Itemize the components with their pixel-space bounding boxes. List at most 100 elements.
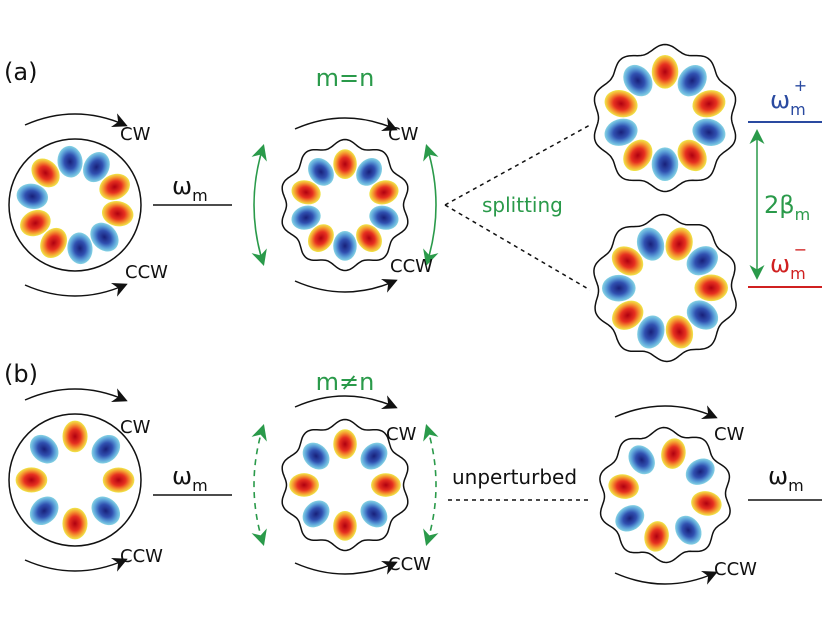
mode-lobe: [101, 200, 134, 227]
split-line: [444, 124, 591, 206]
mode-lobe: [91, 496, 121, 526]
mode-lobe: [356, 158, 383, 186]
superscript: −: [794, 240, 807, 259]
ccw-arrow: [614, 570, 718, 585]
mode-lobe: [67, 232, 93, 265]
mode-lobe: [57, 145, 83, 178]
mode-lobe: [665, 315, 694, 349]
mode-lobe: [685, 458, 715, 485]
mode-lobe: [29, 434, 59, 464]
subscript: m: [788, 476, 804, 495]
coupling-arrow: [423, 143, 439, 267]
mode-lobe: [691, 491, 722, 516]
condition: m≠n: [316, 368, 375, 396]
subscript: m: [790, 100, 806, 119]
symbol: ω: [172, 462, 192, 490]
mode-lobe: [675, 515, 702, 545]
cw-label: CW: [714, 424, 745, 445]
mode-lobe: [692, 90, 726, 118]
mode-lobe: [371, 473, 401, 497]
mode-lobe: [102, 467, 135, 493]
symbol: ω: [770, 250, 790, 278]
frequency: ωm: [172, 462, 208, 495]
mode-lobe: [302, 500, 330, 528]
mode-lobe: [291, 180, 321, 205]
subscript: m: [192, 476, 208, 495]
mode-lobe: [628, 445, 655, 475]
mode-lobe: [99, 173, 130, 201]
mode-lobe: [677, 139, 707, 172]
mode-lobe: [604, 90, 638, 118]
symbol: ω: [172, 172, 192, 200]
cw-arrow: [614, 405, 718, 420]
mode-lobe: [623, 139, 653, 172]
cw-arrow: [294, 117, 398, 132]
mode-lobe: [686, 246, 718, 276]
ccw-label: CCW: [125, 262, 168, 283]
mode-lobe: [308, 157, 334, 186]
cw-arrow: [24, 388, 128, 403]
mode-lobe: [369, 180, 399, 205]
mode-lobe: [677, 64, 707, 97]
mode-lobe: [608, 474, 639, 499]
cw-label: CW: [120, 124, 151, 145]
mode-lobe: [612, 300, 644, 330]
mode-lobe: [692, 118, 726, 146]
mode-lobe: [661, 438, 686, 469]
resonators: [8, 43, 737, 585]
frequency: ωm: [768, 462, 804, 495]
superscript: +: [794, 76, 807, 95]
mode-lobe: [90, 222, 119, 252]
mode-lobe: [29, 496, 59, 526]
symbol: 2β: [764, 191, 795, 219]
mode-lobe: [333, 429, 357, 459]
mode-lobe: [651, 55, 679, 89]
mode-lobe: [604, 118, 638, 146]
ccw-label: CCW: [390, 256, 433, 277]
mode-lobe: [644, 521, 669, 552]
ccw-arrow: [294, 560, 398, 575]
mode-lobe: [615, 505, 645, 532]
mode-lobe: [360, 442, 388, 470]
cw-label: CW: [388, 124, 419, 145]
mode-lobe: [602, 274, 636, 302]
lower-frequency: ωm −: [770, 240, 807, 283]
mode-lobe: [62, 507, 88, 540]
cw-label: CW: [386, 424, 417, 445]
split-line: [444, 204, 591, 291]
ccw-arrow: [24, 557, 128, 572]
mode-lobe: [333, 149, 357, 179]
frequency: ωm: [172, 172, 208, 205]
coupling-arrow: [423, 423, 439, 547]
cw-arrow: [294, 395, 398, 410]
mode-lobe: [291, 205, 321, 230]
ccw-label: CCW: [120, 546, 163, 567]
mode-lobe: [20, 209, 51, 237]
subscript: m: [192, 186, 208, 205]
panel-label: (a): [4, 58, 37, 86]
coupling-arrow: [251, 143, 267, 267]
transition: splitting: [482, 193, 563, 217]
mode-lobe: [651, 147, 679, 181]
mode-lobe: [636, 227, 665, 261]
mode-lobe: [91, 434, 121, 464]
upper-frequency: ωm +: [770, 76, 807, 119]
gap-label: 2βm: [764, 191, 810, 224]
ccw-arrow: [294, 278, 398, 293]
condition: m=n: [316, 64, 375, 92]
mode-lobe: [16, 183, 49, 210]
symbol: ω: [770, 86, 790, 114]
ccw-label: CCW: [388, 554, 431, 575]
mode-lobe: [333, 511, 357, 541]
mode-lobe: [686, 300, 719, 330]
mode-lobe: [302, 442, 330, 470]
panel-label: (b): [4, 360, 38, 388]
mode-lobe: [307, 224, 334, 252]
subscript: m: [795, 205, 811, 224]
coupling-arrow: [251, 423, 267, 547]
transition: unperturbed: [452, 465, 577, 489]
cw-label: CW: [120, 417, 151, 438]
mode-lobe: [356, 224, 382, 253]
subscript: m: [790, 264, 806, 283]
